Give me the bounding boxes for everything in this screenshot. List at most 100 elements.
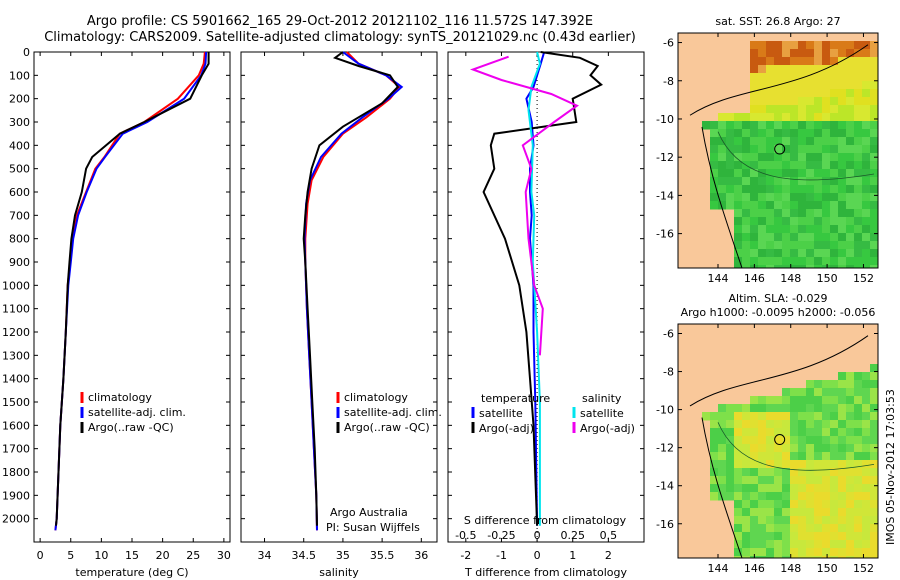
- map-cell: [790, 233, 799, 242]
- map-cell: [742, 436, 751, 445]
- map-cell: [862, 412, 871, 421]
- map-cell: [766, 57, 775, 66]
- map-cell: [854, 388, 863, 397]
- map-cell: [838, 540, 847, 549]
- map-cell: [734, 113, 743, 122]
- map-cell: [758, 65, 767, 74]
- map-cell: [814, 169, 823, 178]
- map-cell: [758, 420, 767, 429]
- map-cell: [822, 476, 831, 485]
- map-cell: [774, 468, 783, 477]
- map-cell: [806, 185, 815, 194]
- map-cell: [838, 556, 847, 558]
- map-cell: [806, 49, 815, 58]
- map-cell: [838, 468, 847, 477]
- map-cell: [870, 177, 878, 186]
- map-cell: [798, 508, 807, 517]
- map-cell: [846, 468, 855, 477]
- series-line-argo-raw-qc-: [302, 51, 400, 526]
- map-cell: [782, 540, 791, 549]
- map-cell: [718, 201, 727, 210]
- map-cell: [734, 516, 743, 525]
- map-cell: [854, 500, 863, 509]
- map-cell: [798, 105, 807, 114]
- map-cell: [854, 209, 863, 218]
- map-cell: [854, 404, 863, 413]
- map-cell: [814, 89, 823, 98]
- map-cell: [838, 233, 847, 242]
- map-cell: [742, 508, 751, 517]
- map-cell: [750, 516, 759, 525]
- map-cell: [782, 420, 791, 429]
- map-cell: [870, 428, 878, 437]
- map-cell: [870, 217, 878, 226]
- map-cell: [830, 265, 839, 268]
- map-cell: [742, 201, 751, 210]
- map-cell: [774, 484, 783, 493]
- map-cell: [838, 265, 847, 268]
- map-cell: [814, 41, 823, 50]
- x-tick-label: 1: [569, 549, 576, 562]
- map-cell: [806, 412, 815, 421]
- map-cell: [830, 476, 839, 485]
- map-cell: [774, 73, 783, 82]
- map-cell: [846, 548, 855, 557]
- map-cell: [734, 444, 743, 453]
- map-cell: [750, 460, 759, 469]
- map-cell: [838, 65, 847, 74]
- map-cell: [870, 241, 878, 250]
- map-cell: [750, 428, 759, 437]
- map-cell: [798, 428, 807, 437]
- map-cell: [790, 201, 799, 210]
- map-cell: [758, 492, 767, 501]
- map-cell: [790, 516, 799, 525]
- legend-label: satellite-adj. clim.: [344, 406, 442, 419]
- map-cell: [758, 249, 767, 258]
- map-cell: [750, 484, 759, 493]
- map-cell: [734, 217, 743, 226]
- map-cell: [854, 81, 863, 90]
- map-cell: [782, 265, 791, 268]
- map-cell: [806, 476, 815, 485]
- sst-map-title: sat. SST: 26.8 Argo: 27: [715, 15, 840, 28]
- map-cell: [766, 265, 775, 268]
- map-cell: [830, 452, 839, 461]
- map-cell: [854, 468, 863, 477]
- map-cell: [766, 105, 775, 114]
- map-cell: [862, 532, 871, 541]
- map-cell: [734, 412, 743, 421]
- map-cell: [710, 161, 719, 170]
- map-cell: [750, 121, 759, 130]
- map-cell: [742, 121, 751, 130]
- map-cell: [854, 380, 863, 389]
- map-cell: [862, 145, 871, 154]
- map-cell: [774, 217, 783, 226]
- map-cell: [822, 169, 831, 178]
- map-cell: [726, 145, 735, 154]
- map-cell: [750, 209, 759, 218]
- map-cell: [750, 524, 759, 533]
- map-cell: [782, 209, 791, 218]
- map-cell: [790, 225, 799, 234]
- map-cell: [750, 249, 759, 258]
- map-cell: [806, 169, 815, 178]
- map-cell: [790, 65, 799, 74]
- map-cell: [798, 388, 807, 397]
- map-cell: [862, 548, 871, 557]
- map-cell: [806, 81, 815, 90]
- map-cell: [790, 436, 799, 445]
- map-cell: [774, 209, 783, 218]
- map-cell: [742, 468, 751, 477]
- map-cell: [854, 169, 863, 178]
- map-cell: [774, 460, 783, 469]
- map-cell: [742, 540, 751, 549]
- map-cell: [750, 412, 759, 421]
- map-cell: [798, 265, 807, 268]
- map-cell: [734, 137, 743, 146]
- x-tick-label: 10: [94, 549, 108, 562]
- map-y-tick-label: -10: [656, 113, 674, 126]
- legend-title-temperature: temperature: [481, 392, 550, 405]
- map-cell: [806, 444, 815, 453]
- map-cell: [814, 249, 823, 258]
- map-cell: [726, 161, 735, 170]
